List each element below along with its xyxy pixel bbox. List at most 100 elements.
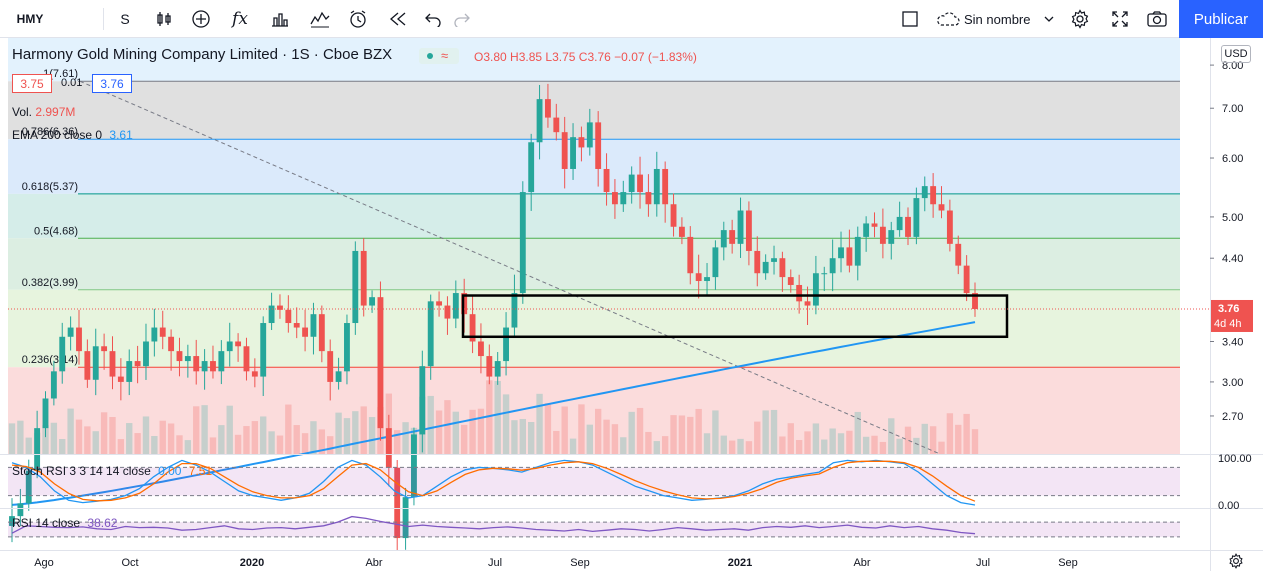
indicators-fx-icon[interactable]: fx <box>232 9 248 29</box>
volume-bar <box>486 380 493 454</box>
bars-style-icon[interactable] <box>152 0 176 38</box>
volume-bar <box>955 424 962 454</box>
volume-bar <box>544 403 552 454</box>
price-tick-label: 5.00 <box>1222 212 1243 224</box>
volume-bar <box>812 423 820 454</box>
volume-bar <box>167 423 175 454</box>
add-compare-icon[interactable] <box>189 0 213 38</box>
rsi-legend: RSI 14 close 38.62 <box>12 516 117 530</box>
sell-price-button[interactable]: 3.75 <box>12 74 52 93</box>
indicator-templates-icon[interactable] <box>307 0 333 38</box>
candle-body <box>972 293 978 309</box>
candle-body <box>310 314 317 337</box>
volume-bar <box>17 420 24 454</box>
settings-icon[interactable] <box>1068 0 1092 38</box>
candle-body <box>193 356 200 372</box>
candle-body <box>385 428 392 468</box>
volume-bar <box>687 416 694 454</box>
price-chart[interactable]: 1(7.61)0.786(6.36)0.618(5.37)0.5(4.68)0.… <box>0 38 1263 571</box>
interval-button[interactable]: S <box>120 11 130 27</box>
candle-body <box>76 327 82 352</box>
candle-body <box>92 346 99 380</box>
candle-body <box>754 250 761 274</box>
volume-bar <box>285 404 292 454</box>
volume-bar <box>461 424 468 454</box>
volume-bar <box>327 436 334 454</box>
candle-body <box>628 174 635 193</box>
alerts-icon[interactable] <box>346 0 370 38</box>
candle-body <box>101 346 108 352</box>
stoch-d-line <box>11 460 976 502</box>
volume-bar <box>737 438 744 454</box>
cloud-icon[interactable] <box>934 0 962 38</box>
candle-body <box>921 186 928 199</box>
volume-bar <box>427 395 434 454</box>
candle-body <box>620 192 627 205</box>
volume-bar <box>519 418 526 454</box>
chart-settings-icon[interactable] <box>1228 553 1244 572</box>
currency-button[interactable]: USD <box>1221 45 1251 63</box>
volume-bar <box>745 441 753 454</box>
volume-bar <box>728 440 736 454</box>
chart-title: Harmony Gold Mining Company Limited · 1S… <box>12 46 393 63</box>
volume-bar <box>176 435 183 454</box>
market-status-badge[interactable]: ≈ <box>419 48 459 64</box>
volume-bar <box>352 411 359 454</box>
candle-body <box>486 356 493 377</box>
volume-bar <box>511 420 518 454</box>
volume-bar <box>293 425 300 454</box>
volume-bar <box>100 412 108 454</box>
redo-icon[interactable] <box>450 0 474 38</box>
volume-bar <box>603 419 610 454</box>
buy-price-button[interactable]: 3.76 <box>92 74 132 93</box>
layout-square-icon[interactable] <box>898 0 922 38</box>
candle-body <box>243 346 250 372</box>
market-open-dot-icon <box>427 53 433 59</box>
volume-bar <box>754 421 761 454</box>
fib-level-label: 0.618(5.37) <box>22 181 78 193</box>
volume-bar <box>310 421 317 454</box>
undo-icon[interactable] <box>421 0 445 38</box>
candle-body <box>938 204 945 211</box>
volume-bar <box>661 436 669 454</box>
rsi-line <box>11 515 976 535</box>
candle-body <box>729 230 736 244</box>
price-tick-label: 3.40 <box>1222 336 1243 348</box>
volume-bar <box>494 380 501 454</box>
volume-bar <box>762 410 769 454</box>
candle-body <box>360 250 367 306</box>
volume-bar <box>561 406 568 454</box>
publish-button[interactable]: Publicar <box>1179 0 1263 38</box>
candle-body <box>109 351 116 377</box>
volume-bar <box>92 431 99 454</box>
replay-icon[interactable] <box>386 0 410 38</box>
candle-body <box>218 351 225 372</box>
candle-body <box>427 301 434 367</box>
candle-body <box>704 277 710 282</box>
candle-body <box>67 327 74 337</box>
templates-icon[interactable] <box>268 0 292 38</box>
volume-bar <box>653 441 660 454</box>
fib-zone-fill <box>8 193 1180 239</box>
volume-bar <box>829 428 836 454</box>
candle-body <box>762 261 769 274</box>
chart-area[interactable]: 1(7.61) 0.786(6.36) 0.618(5.37) 0.5(4.68) 0.… <box>0 38 1263 571</box>
candle-body <box>369 297 376 306</box>
snapshot-icon[interactable] <box>1145 0 1169 38</box>
volume-bar <box>536 393 543 454</box>
ohlc-low: L3.75 <box>545 50 576 64</box>
time-tick-label: Abr <box>853 557 870 569</box>
candle-body <box>419 366 426 435</box>
candle-body <box>528 142 535 193</box>
candle-body <box>846 247 853 266</box>
chevron-down-icon[interactable] <box>1042 0 1056 38</box>
candle-body <box>637 174 643 193</box>
layout-name-button[interactable]: Sin nombre <box>964 11 1031 27</box>
fullscreen-icon[interactable] <box>1108 0 1132 38</box>
symbol-search-button[interactable]: HMY <box>16 12 44 26</box>
fib-zone-fill <box>8 367 1180 454</box>
fib-zone-fill <box>8 81 1180 140</box>
candle-body <box>796 284 803 302</box>
candle-body <box>327 351 334 382</box>
price-tick-label: 7.00 <box>1222 103 1243 115</box>
